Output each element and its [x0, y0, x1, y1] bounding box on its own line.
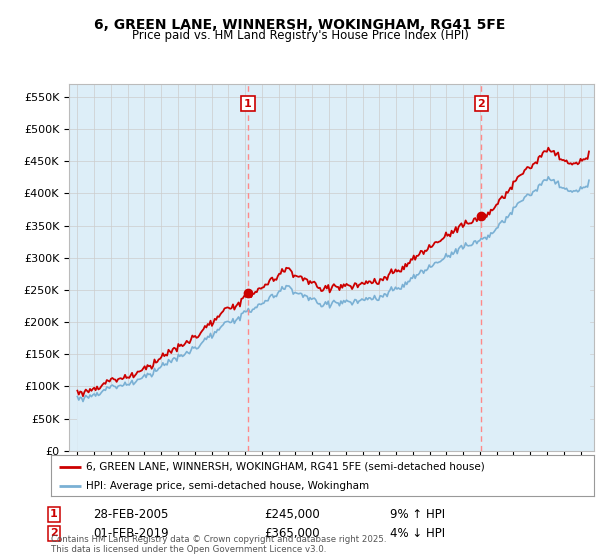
Text: 9% ↑ HPI: 9% ↑ HPI	[390, 507, 445, 521]
Text: 1: 1	[244, 99, 252, 109]
Text: 2: 2	[50, 528, 58, 538]
Text: Price paid vs. HM Land Registry's House Price Index (HPI): Price paid vs. HM Land Registry's House …	[131, 29, 469, 42]
Text: £245,000: £245,000	[264, 507, 320, 521]
Text: 1: 1	[50, 509, 58, 519]
Text: Contains HM Land Registry data © Crown copyright and database right 2025.
This d: Contains HM Land Registry data © Crown c…	[51, 535, 386, 554]
Text: 4% ↓ HPI: 4% ↓ HPI	[390, 526, 445, 540]
Text: 6, GREEN LANE, WINNERSH, WOKINGHAM, RG41 5FE (semi-detached house): 6, GREEN LANE, WINNERSH, WOKINGHAM, RG41…	[86, 461, 485, 472]
Text: 28-FEB-2005: 28-FEB-2005	[93, 507, 169, 521]
Text: 01-FEB-2019: 01-FEB-2019	[93, 526, 169, 540]
Text: 6, GREEN LANE, WINNERSH, WOKINGHAM, RG41 5FE: 6, GREEN LANE, WINNERSH, WOKINGHAM, RG41…	[94, 18, 506, 32]
Text: £365,000: £365,000	[264, 526, 320, 540]
Text: 2: 2	[478, 99, 485, 109]
Text: HPI: Average price, semi-detached house, Wokingham: HPI: Average price, semi-detached house,…	[86, 480, 370, 491]
